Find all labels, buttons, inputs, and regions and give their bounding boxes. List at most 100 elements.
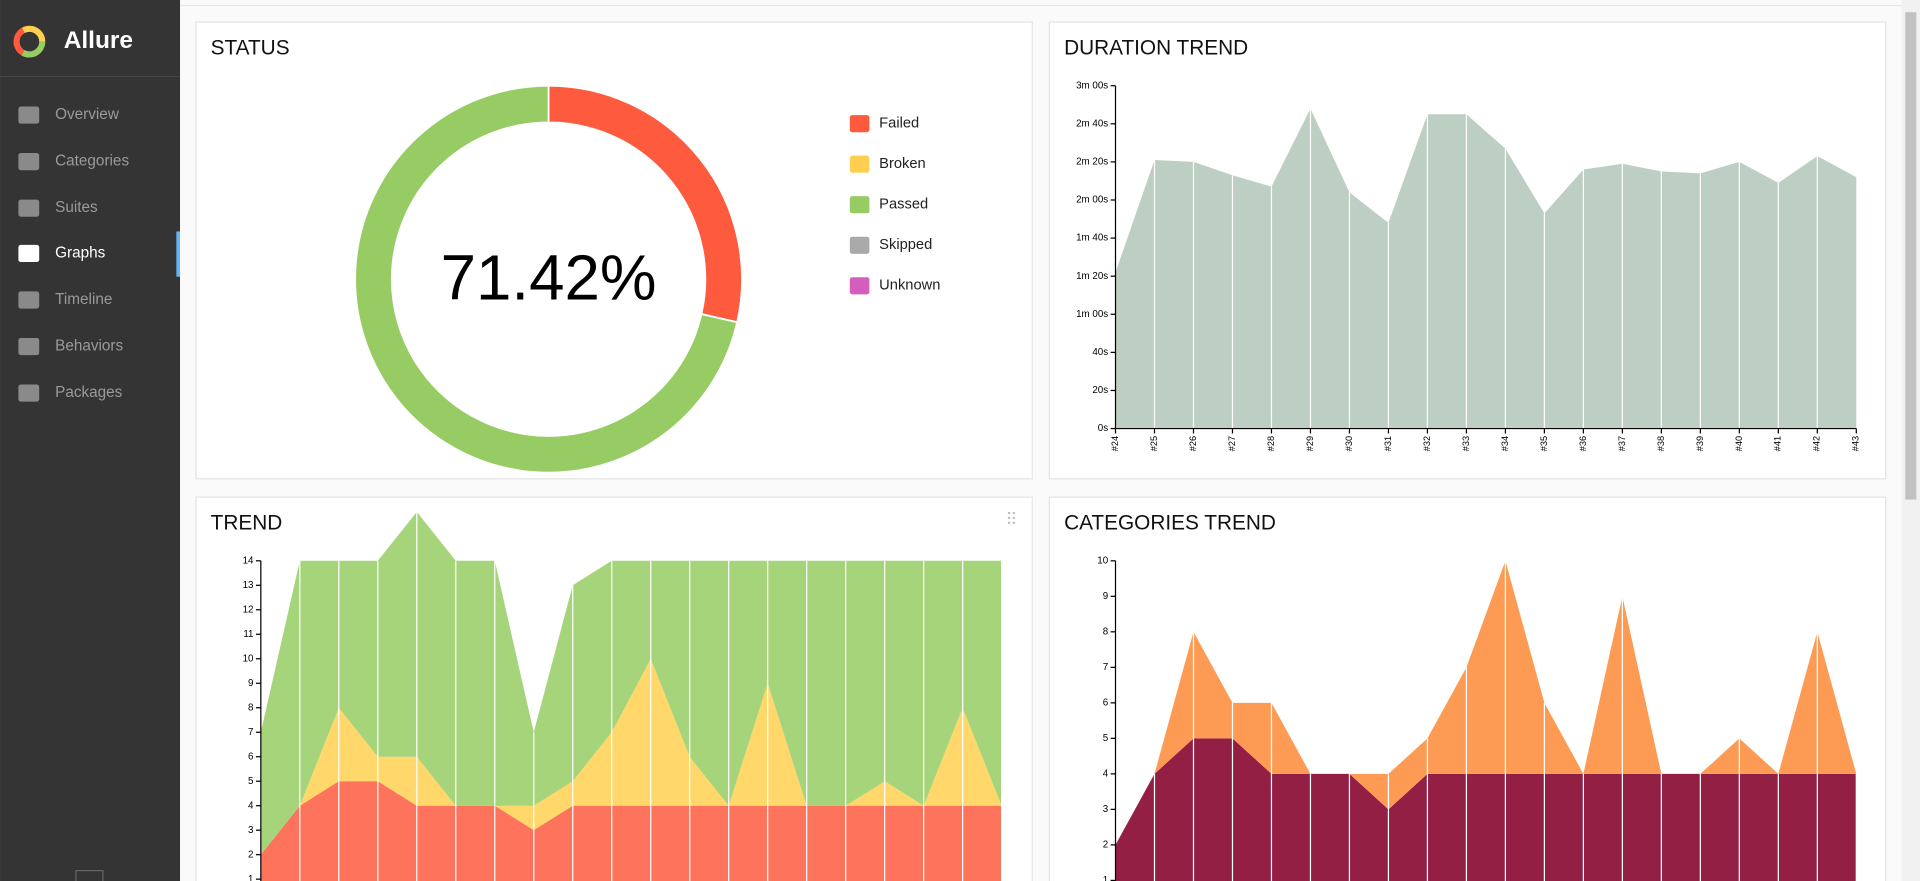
stacked-area	[260, 658, 1002, 855]
duration-area	[1115, 108, 1857, 429]
y-tick-label: 1m 40s	[1076, 233, 1108, 244]
y-tick-label: 13	[243, 580, 254, 591]
legend-label[interactable]: Passed	[879, 197, 928, 213]
y-tick-label: 40s	[1092, 347, 1108, 358]
x-tick-label: #33	[1461, 436, 1471, 451]
nav-label[interactable]: Suites	[55, 199, 98, 216]
legend-label[interactable]: Failed	[879, 116, 919, 132]
y-tick-label: 12	[243, 604, 254, 615]
widget-title: STATUS	[211, 36, 290, 59]
y-tick-label: 7	[1103, 662, 1108, 673]
scrollbar-thumb[interactable]	[1905, 12, 1917, 500]
drag-handle-dot	[1007, 516, 1011, 520]
nav-label[interactable]: Graphs	[55, 245, 106, 262]
legend-swatch[interactable]	[849, 196, 870, 214]
legend-label[interactable]: Unknown	[879, 278, 940, 294]
x-tick-label: #27	[1227, 436, 1237, 451]
x-tick-label: #26	[1188, 436, 1198, 451]
nav-icon	[18, 291, 40, 309]
x-tick-label: #41	[1773, 436, 1783, 451]
nav-label[interactable]: Categories	[55, 153, 129, 170]
y-tick-label: 2m 20s	[1076, 156, 1108, 167]
nav-icon	[18, 337, 40, 356]
y-tick-label: 1m 00s	[1076, 309, 1108, 320]
y-tick-label: 9	[248, 678, 253, 689]
y-tick-label: 0s	[1098, 423, 1108, 434]
stacked-area	[260, 781, 1002, 881]
x-tick-label: #35	[1539, 436, 1549, 451]
legend-label[interactable]: Broken	[879, 156, 926, 172]
donut-slice	[354, 84, 739, 474]
y-tick-label: 1	[248, 874, 253, 881]
sidebar-divider	[0, 75, 181, 78]
x-tick-label: #43	[1851, 436, 1861, 451]
logo-ring	[13, 25, 46, 58]
x-tick-label: #42	[1812, 436, 1822, 451]
drag-handle-dot	[1007, 521, 1011, 525]
y-tick-label: 6	[248, 751, 254, 762]
y-tick-label: 2m 00s	[1076, 195, 1108, 206]
x-tick-label: #32	[1422, 436, 1432, 451]
drag-handle-dot	[1012, 511, 1016, 515]
y-tick-label: 10	[243, 653, 254, 664]
y-tick-label: 11	[243, 629, 253, 640]
nav-icon	[18, 153, 40, 171]
y-tick-label: 3	[1103, 804, 1109, 815]
y-tick-label: 4	[1103, 768, 1109, 779]
nav-icon	[18, 106, 40, 124]
y-tick-label: 14	[243, 555, 254, 566]
y-tick-label: 1m 20s	[1076, 271, 1108, 282]
donut-center-label: 71.42%	[441, 243, 657, 314]
nav-label[interactable]: Overview	[55, 106, 120, 123]
y-tick-label: 2	[1103, 839, 1108, 850]
nav-icon	[18, 384, 40, 402]
nav-label[interactable]: Packages	[55, 384, 123, 401]
stacked-area	[1115, 560, 1857, 845]
x-tick-label: #36	[1578, 436, 1588, 451]
y-tick-label: 1	[1103, 875, 1108, 881]
legend-swatch[interactable]	[849, 236, 870, 254]
x-tick-label: #34	[1500, 436, 1510, 451]
y-tick-label: 9	[1103, 591, 1108, 602]
y-tick-label: 2m 40s	[1076, 118, 1108, 129]
x-tick-label: #39	[1695, 436, 1705, 451]
x-tick-label: #38	[1656, 436, 1666, 451]
nav-label[interactable]: Behaviors	[55, 338, 123, 355]
x-tick-label: #28	[1266, 436, 1276, 451]
x-tick-label: #25	[1149, 436, 1159, 451]
y-tick-label: 2	[248, 849, 253, 860]
sidebar	[0, 0, 181, 881]
legend-swatch[interactable]	[849, 155, 870, 173]
x-tick-label: #30	[1344, 436, 1354, 451]
stacked-area	[260, 511, 1002, 855]
x-tick-label: #31	[1383, 436, 1393, 451]
nav-label[interactable]: Timeline	[55, 291, 112, 308]
legend-label[interactable]: Skipped	[879, 237, 932, 253]
y-tick-label: 8	[1103, 626, 1109, 637]
stacked-area	[1115, 738, 1857, 881]
widget-title: CATEGORIES TREND	[1064, 512, 1276, 535]
logo	[13, 25, 46, 58]
y-tick-label: 5	[1103, 733, 1109, 744]
y-tick-label: 3m 00s	[1076, 80, 1108, 91]
widget-title: DURATION TREND	[1064, 36, 1248, 59]
top-border	[180, 4, 1902, 7]
y-tick-label: 10	[1097, 555, 1108, 566]
nav-active-indicator	[176, 231, 181, 277]
x-tick-label: #24	[1110, 436, 1120, 451]
y-tick-label: 3	[248, 825, 254, 836]
collapse-button[interactable]	[75, 869, 104, 881]
y-tick-label: 20s	[1092, 385, 1108, 396]
drag-handle-dot	[1012, 516, 1016, 520]
drag-handle-dot	[1012, 521, 1016, 525]
logo-ring	[13, 25, 46, 58]
x-tick-label: #40	[1734, 436, 1744, 451]
legend-swatch[interactable]	[849, 277, 870, 295]
legend-swatch[interactable]	[849, 115, 870, 133]
y-tick-label: 5	[248, 776, 254, 787]
brand: Allure	[64, 27, 133, 54]
y-tick-label: 6	[1103, 697, 1109, 708]
y-tick-label: 4	[248, 800, 254, 811]
